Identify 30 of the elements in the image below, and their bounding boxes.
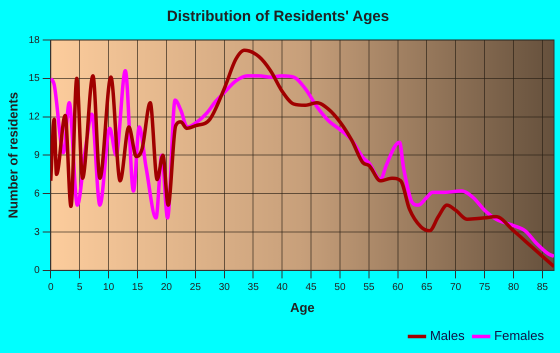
y-axis-title: Number of residents [5,92,20,218]
legend-label: Females [494,328,544,344]
legend-label: Males [430,328,466,344]
y-tick-label: 6 [34,188,40,200]
y-tick-label: 0 [34,265,40,276]
x-tick-label: 20 [160,282,172,294]
x-tick-label: 35 [248,282,260,294]
x-tick-label: 30 [218,282,230,294]
x-tick-label: 75 [479,282,491,294]
x-tick-label: 0 [48,282,54,294]
x-tick-label: 65 [421,282,433,294]
chart-title: Distribution of Residents' Ages [166,8,390,26]
y-tick-label: 18 [28,34,40,46]
x-tick-label: 25 [190,282,202,294]
x-tick-label: 5 [76,282,83,294]
x-tick-label: 50 [334,282,346,294]
x-tick-label: 80 [508,282,520,294]
y-tick-label: 12 [28,112,40,123]
x-tick-label: 70 [450,282,462,294]
y-tick-label: 15 [28,73,40,84]
x-tick-label: 15 [132,282,144,294]
x-tick-label: 40 [276,282,288,294]
x-tick-label: 60 [392,282,404,294]
x-tick-label: 85 [536,282,548,294]
x-tick-label: 10 [103,282,115,294]
y-tick-label: 9 [34,150,40,161]
x-tick-label: 55 [363,282,375,294]
x-tick-label: 45 [305,282,318,294]
y-tick-label: 3 [34,226,40,238]
x-axis-title: Age [290,300,315,315]
